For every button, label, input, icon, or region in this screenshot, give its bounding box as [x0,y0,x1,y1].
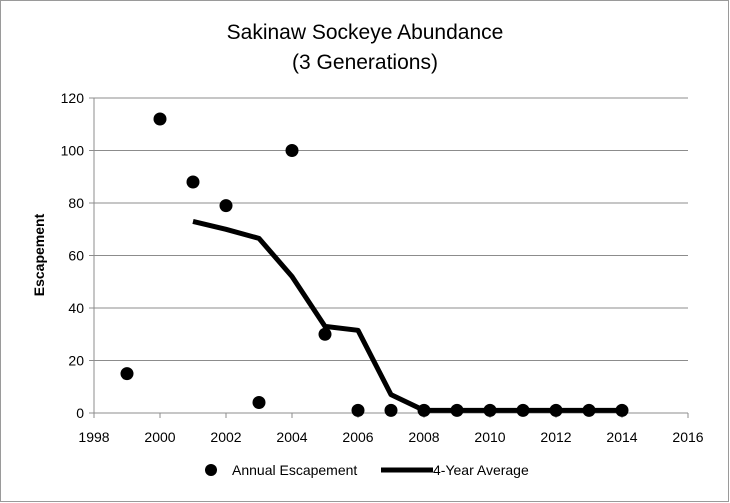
escapement-point-1999 [120,367,134,381]
escapement-point-2007 [384,403,398,417]
series-annual-escapement [120,112,629,417]
escapement-point-2001 [186,175,200,189]
gridlines [94,97,688,361]
x-tick-label-2010: 2010 [474,429,505,445]
x-tick-label-2000: 2000 [144,429,175,445]
x-tick-label-1998: 1998 [78,429,109,445]
x-tick-label-2014: 2014 [606,429,637,445]
legend-marker-annual-escapement [205,464,217,476]
escapement-point-2005 [318,327,332,341]
legend-label-4-year-average: 4-Year Average [433,462,529,478]
x-tick-label-2008: 2008 [408,429,439,445]
escapement-point-2009 [450,403,464,417]
legend-label-annual-escapement: Annual Escapement [232,462,357,478]
y-tick-label-40: 40 [68,300,84,316]
escapement-point-2002 [219,199,233,213]
x-tick-label-2006: 2006 [342,429,373,445]
y-axis-label: Escapement [31,213,47,296]
escapement-point-2004 [285,144,299,157]
x-tick-label-2004: 2004 [276,429,307,445]
escapement-point-2013 [582,403,596,417]
escapement-point-2003 [252,396,266,409]
x-tick-label-2012: 2012 [540,429,571,445]
escapement-point-2012 [549,403,563,417]
y-tick-label-80: 80 [68,195,84,211]
escapement-point-2010 [483,403,497,417]
legend: Annual Escapement 4-Year Average [205,462,529,478]
y-tick-label-100: 100 [61,143,85,159]
escapement-point-2000 [153,112,167,126]
y-tick-label-0: 0 [76,405,84,421]
x-tick-label-2002: 2002 [210,429,241,445]
x-tick-label-2016: 2016 [672,429,703,445]
escapement-point-2006 [351,403,365,417]
y-tick-label-60: 60 [68,248,84,264]
y-tick-label-20: 20 [68,353,84,369]
escapement-point-2008 [417,403,431,417]
y-tick-labels: 0 20 40 60 80 100 120 [61,90,85,421]
escapement-point-2014 [615,403,629,417]
escapement-point-2011 [516,403,530,417]
y-tick-label-120: 120 [61,90,85,106]
chart-title-line-2: (3 Generations) [292,51,438,74]
x-tick-labels: 1998 2000 2002 2004 2006 2008 2010 2012 2014 2016 [78,429,703,445]
chart-title-line-1: Sakinaw Sockeye Abundance [227,21,504,44]
